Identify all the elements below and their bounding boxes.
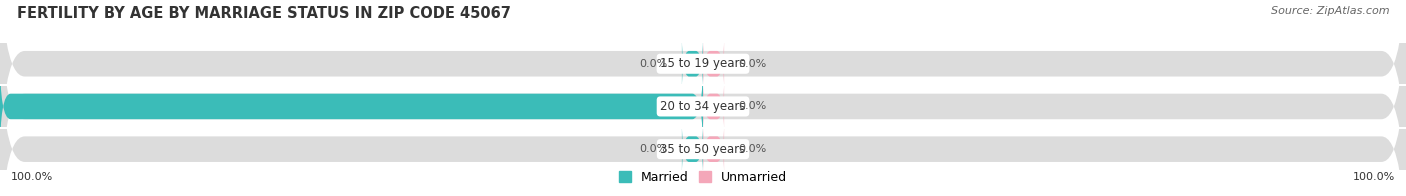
Text: 100.0%: 100.0%: [11, 172, 53, 182]
FancyBboxPatch shape: [703, 78, 724, 135]
Text: FERTILITY BY AGE BY MARRIAGE STATUS IN ZIP CODE 45067: FERTILITY BY AGE BY MARRIAGE STATUS IN Z…: [17, 6, 510, 21]
FancyBboxPatch shape: [682, 35, 703, 92]
FancyBboxPatch shape: [703, 121, 724, 178]
Text: 20 to 34 years: 20 to 34 years: [661, 100, 745, 113]
Text: 35 to 50 years: 35 to 50 years: [661, 143, 745, 156]
FancyBboxPatch shape: [0, 57, 703, 155]
Text: 15 to 19 years: 15 to 19 years: [661, 57, 745, 70]
FancyBboxPatch shape: [0, 18, 1406, 196]
Text: 0.0%: 0.0%: [738, 59, 766, 69]
Text: Source: ZipAtlas.com: Source: ZipAtlas.com: [1271, 6, 1389, 16]
FancyBboxPatch shape: [703, 35, 724, 92]
Text: 0.0%: 0.0%: [640, 59, 668, 69]
Text: 0.0%: 0.0%: [738, 144, 766, 154]
Legend: Married, Unmarried: Married, Unmarried: [613, 166, 793, 189]
Text: 0.0%: 0.0%: [640, 144, 668, 154]
Text: 0.0%: 0.0%: [738, 102, 766, 112]
Text: 100.0%: 100.0%: [1353, 172, 1395, 182]
FancyBboxPatch shape: [682, 121, 703, 178]
